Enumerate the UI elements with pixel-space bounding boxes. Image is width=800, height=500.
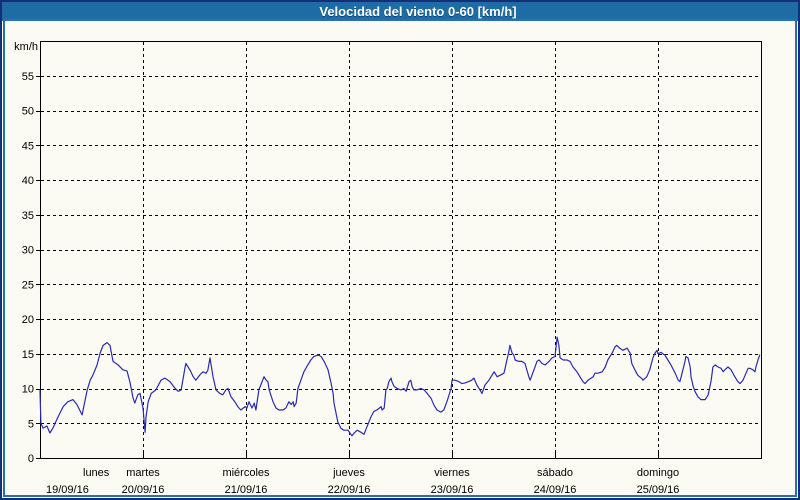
y-tick-label: 20: [22, 314, 34, 326]
x-date-label: 25/09/16: [637, 484, 680, 496]
y-tick-label: 30: [22, 245, 34, 257]
y-tick-label: 5: [28, 418, 34, 430]
x-day-label: jueves: [332, 467, 365, 479]
y-tick-label: 15: [22, 349, 34, 361]
title-bar: Velocidad del viento 0-60 [km/h]: [2, 2, 798, 21]
wind-speed-line: [39, 336, 761, 437]
x-day-label: sábado: [537, 467, 573, 479]
x-date-label: 24/09/16: [534, 484, 577, 496]
x-day-label: lunes: [83, 467, 110, 479]
x-date-label: 23/09/16: [431, 484, 474, 496]
x-date-label: 20/09/16: [122, 484, 165, 496]
y-axis-unit-label: km/h: [14, 41, 38, 53]
x-day-label: domingo: [637, 467, 679, 479]
y-tick-label: 10: [22, 384, 34, 396]
x-day-label: martes: [126, 467, 160, 479]
x-date-label: 21/09/16: [225, 484, 268, 496]
x-day-label: viernes: [434, 467, 470, 479]
plot-border: [40, 41, 762, 459]
y-tick-label: 40: [22, 175, 34, 187]
y-tick-label: 45: [22, 140, 34, 152]
x-date-label: 22/09/16: [328, 484, 371, 496]
y-tick-label: 55: [22, 71, 34, 83]
y-tick-label: 0: [28, 453, 34, 465]
y-tick-label: 35: [22, 210, 34, 222]
y-tick-label: 50: [22, 106, 34, 118]
x-day-label: miércoles: [222, 467, 270, 479]
y-tick-label: 25: [22, 279, 34, 291]
x-date-label: 19/09/16: [46, 484, 89, 496]
chart-title: Velocidad del viento 0-60 [km/h]: [319, 4, 517, 19]
